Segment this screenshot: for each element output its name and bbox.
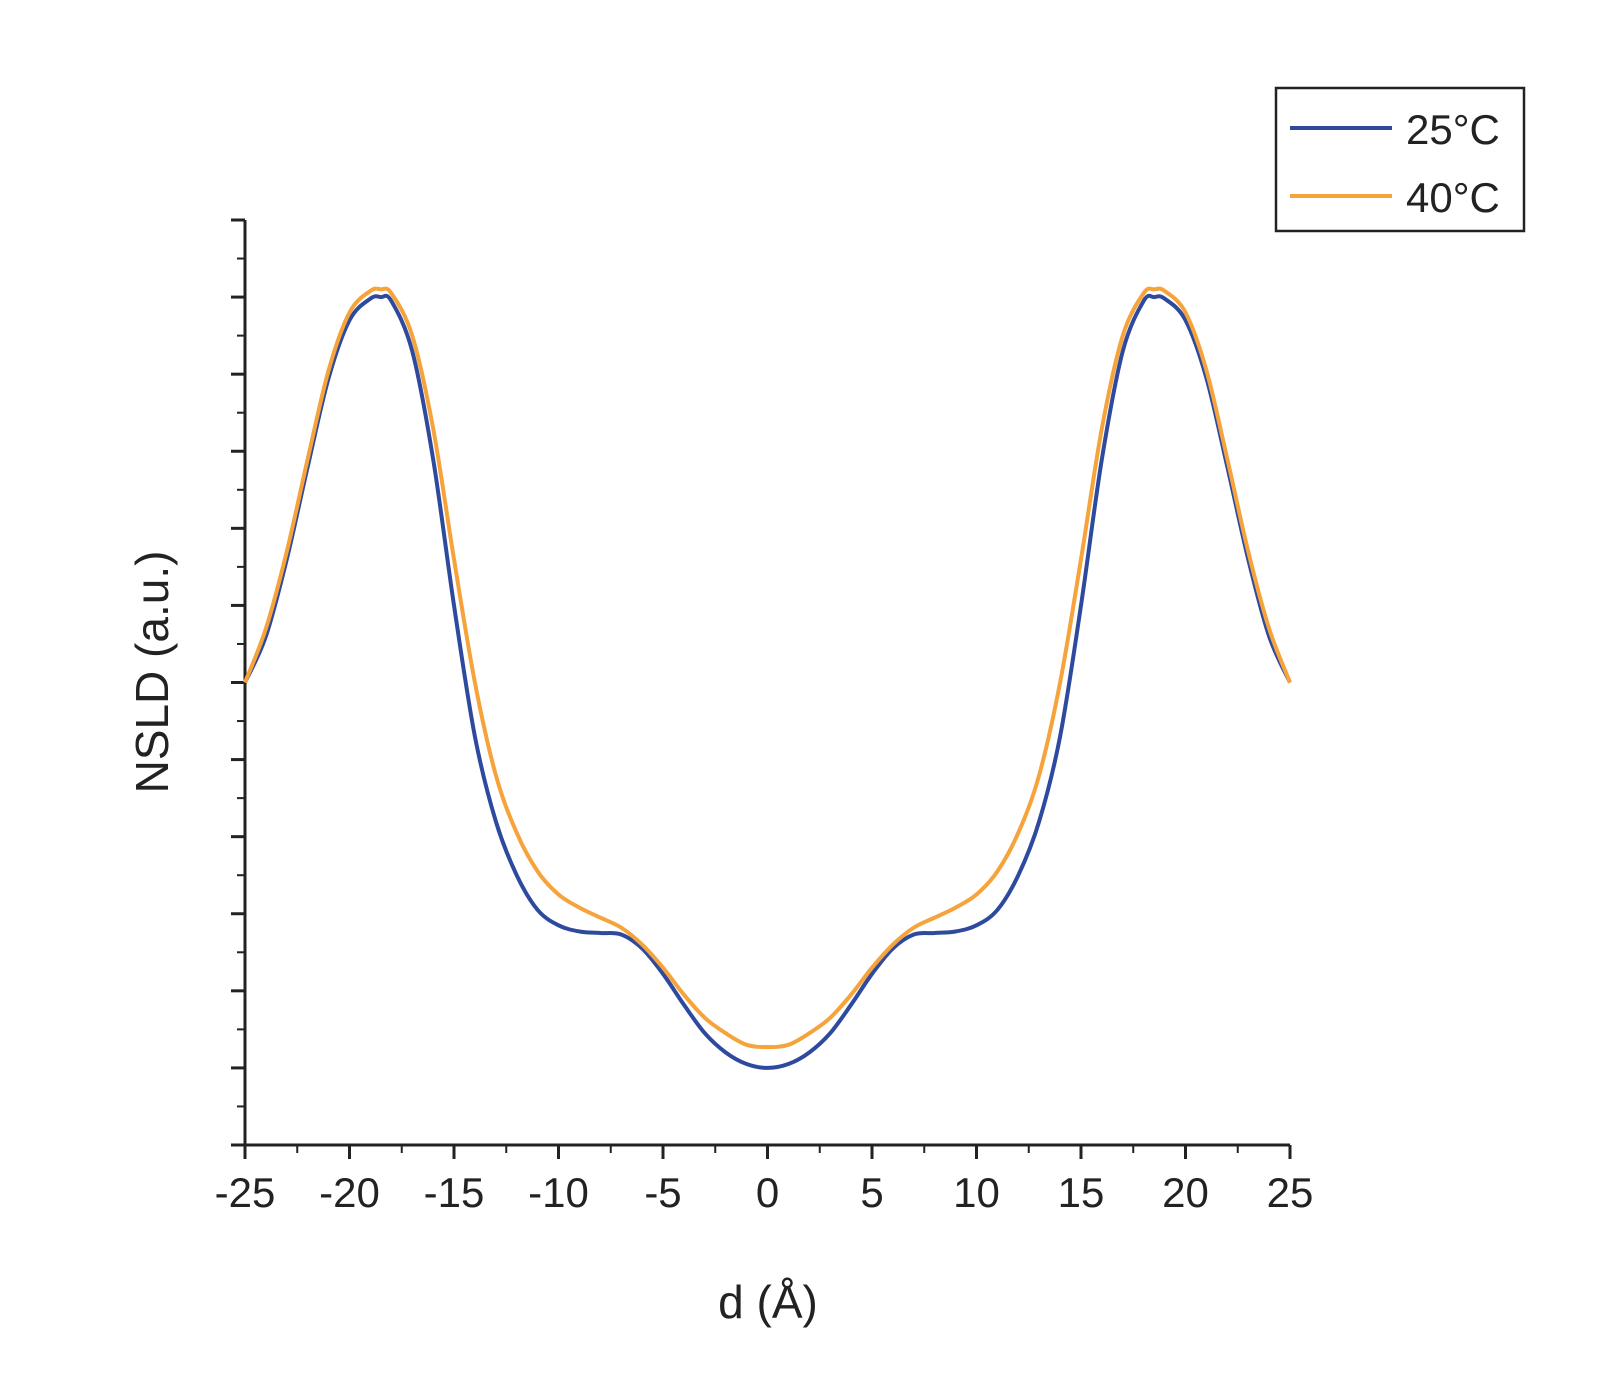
y-ticks [231, 218, 245, 1147]
x-tick-label: -5 [644, 1169, 681, 1216]
x-axis-title: d (Å) [718, 1276, 818, 1328]
x-tick-label: 10 [953, 1169, 1000, 1216]
legend-label-40c: 40°C [1406, 174, 1500, 221]
legend-box [1274, 86, 1526, 233]
axes [243, 220, 1290, 1147]
series-line-40c [243, 286, 1292, 1050]
legend: 25°C 40°C [1274, 86, 1526, 233]
x-tick-label: -25 [215, 1169, 276, 1216]
x-ticks: -25 -20 -15 -10 -5 0 5 10 15 20 25 [215, 1145, 1314, 1216]
series-group [243, 286, 1292, 1070]
x-tick-label: 15 [1058, 1169, 1105, 1216]
series-line-25c [243, 293, 1292, 1070]
x-tick-label: -10 [528, 1169, 589, 1216]
x-tick-label: -15 [424, 1169, 485, 1216]
x-tick-label: 5 [860, 1169, 883, 1216]
x-tick-label: 20 [1162, 1169, 1209, 1216]
legend-label-25c: 25°C [1406, 106, 1500, 153]
x-tick-label: 0 [756, 1169, 779, 1216]
y-axis-title: NSLD (a.u.) [126, 551, 178, 794]
x-tick-label: -20 [319, 1169, 380, 1216]
x-tick-label: 25 [1267, 1169, 1314, 1216]
